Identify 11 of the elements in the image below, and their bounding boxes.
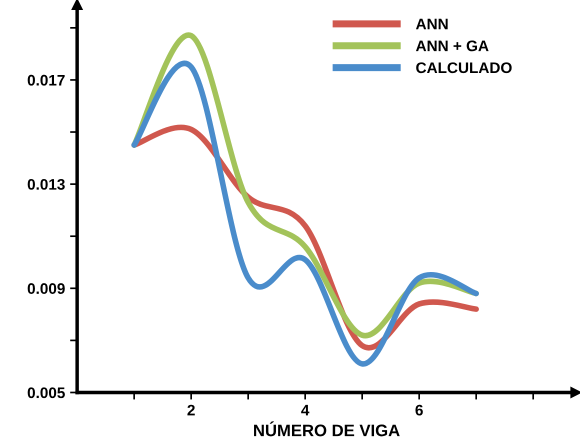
y-tick-label: 0.017 [28, 74, 65, 86]
x-tick-label: 6 [415, 404, 423, 416]
legend-label: ANN [416, 18, 448, 30]
x-tick-label: 2 [187, 404, 195, 416]
x-axis-title: NÚMERO DE VIGA [254, 421, 400, 436]
x-tick-label: 4 [301, 404, 310, 416]
y-tick-label: 0.009 [28, 283, 65, 294]
y-tick-label: 0.005 [28, 387, 65, 398]
y-tick-label: 0.013 [28, 178, 65, 190]
legend-label: CALCULADO [416, 62, 512, 74]
legend-label: ANN + GA [416, 40, 489, 52]
